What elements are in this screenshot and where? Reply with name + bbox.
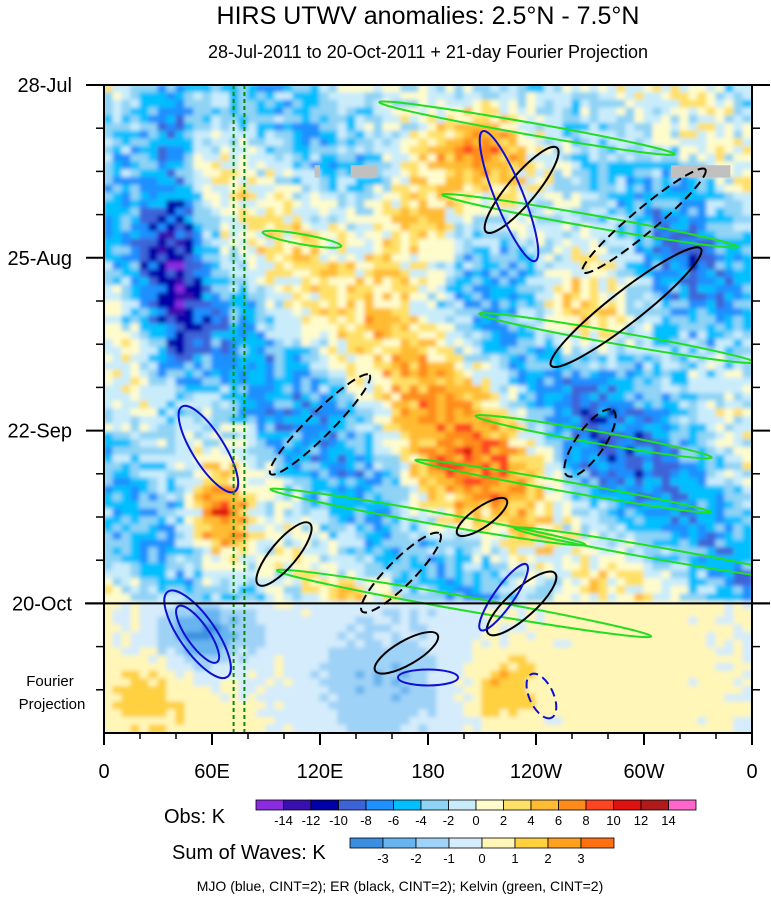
waves-colorbar: -3 -2 -1 0 1 2 3 bbox=[349, 837, 615, 866]
colorbar-level-label: 6 bbox=[555, 813, 562, 828]
caption: MJO (blue, CINT=2); ER (black, CINT=2); … bbox=[197, 878, 604, 894]
colorbar-level-label: 3 bbox=[577, 851, 584, 866]
er-contour bbox=[255, 521, 313, 587]
x-tick-label: 180 bbox=[411, 761, 444, 783]
colorbar-swatch bbox=[558, 799, 587, 811]
colorbar-swatch bbox=[530, 799, 559, 811]
er-contour bbox=[455, 496, 509, 538]
colorbar-swatch bbox=[393, 799, 422, 811]
missing-data-patch bbox=[314, 165, 320, 178]
x-tick-label: 0 bbox=[98, 761, 109, 783]
mjo-contour bbox=[163, 589, 232, 680]
x-tick-label: 60W bbox=[623, 761, 664, 783]
y-tick-label: 20-Oct bbox=[12, 593, 72, 615]
colorbar-level-label: -12 bbox=[302, 813, 321, 828]
colorbar-level-label: 1 bbox=[511, 851, 518, 866]
er-contour bbox=[549, 246, 703, 369]
colorbar-swatch bbox=[448, 799, 477, 811]
x-tick-label: 60E bbox=[194, 761, 230, 783]
kelvin-contour bbox=[474, 414, 713, 460]
colorbar-swatch bbox=[580, 837, 615, 849]
kelvin-contour bbox=[269, 487, 587, 547]
x-tick-label: 120E bbox=[297, 761, 344, 783]
colorbar-level-label: -3 bbox=[377, 851, 389, 866]
wave-contours bbox=[163, 100, 752, 720]
kelvin-contour bbox=[275, 568, 653, 639]
colorbar-swatch bbox=[640, 799, 669, 811]
missing-data-patch bbox=[350, 165, 378, 178]
colorbar-swatch bbox=[420, 799, 449, 811]
mjo-contour bbox=[175, 604, 221, 664]
colorbar-level-label: 0 bbox=[478, 851, 485, 866]
kelvin-contour bbox=[414, 458, 712, 514]
kelvin-contour bbox=[378, 100, 676, 156]
projection-label-line2: Projection bbox=[19, 696, 86, 713]
plot-area bbox=[104, 85, 752, 733]
mjo-contour bbox=[525, 672, 558, 720]
mjo-contour bbox=[177, 404, 240, 494]
colorbar-swatch bbox=[382, 837, 417, 849]
colorbar-swatch bbox=[415, 837, 450, 849]
er-contour bbox=[373, 630, 440, 675]
colorbar-swatch bbox=[585, 799, 614, 811]
colorbar-level-label: -8 bbox=[360, 813, 372, 828]
x-axis: 0 60E 120E 180 120W 60W 0 bbox=[98, 84, 758, 783]
mjo-contour bbox=[397, 668, 459, 687]
colorbar-level-label: 2 bbox=[500, 813, 507, 828]
colorbar-swatch bbox=[547, 837, 582, 849]
y-tick-label: 25-Aug bbox=[8, 248, 73, 270]
missing-data-patch bbox=[671, 165, 731, 178]
colorbar-level-label: 14 bbox=[661, 813, 675, 828]
colorbar-level-label: 12 bbox=[634, 813, 648, 828]
colorbar-level-label: 8 bbox=[582, 813, 589, 828]
er-contour bbox=[268, 373, 372, 476]
colorbar-level-label: -1 bbox=[443, 851, 455, 866]
x-tick-label: 0 bbox=[746, 761, 757, 783]
colorbar-level-label: -10 bbox=[329, 813, 348, 828]
colorbar-level-label: 4 bbox=[527, 813, 534, 828]
colorbar-level-label: -2 bbox=[443, 813, 455, 828]
obs-colorbar-label: Obs: K bbox=[164, 806, 226, 828]
projection-label-line1: Fourier bbox=[26, 673, 74, 690]
colorbar-swatch bbox=[503, 799, 532, 811]
obs-colorbar: -14 -12 -10 -8 -6 -4 -2 0 2 4 6 8 10 12 14 bbox=[255, 799, 697, 828]
waves-colorbar-label: Sum of Waves: K bbox=[172, 842, 326, 864]
colorbar-swatch bbox=[475, 799, 504, 811]
chart-subtitle: 28-Jul-2011 to 20-Oct-2011 + 21-day Four… bbox=[208, 42, 648, 62]
y-tick-label: 22-Sep bbox=[8, 421, 73, 443]
colorbar-swatch bbox=[613, 799, 642, 811]
er-contour bbox=[581, 167, 707, 275]
colorbar-level-label: -4 bbox=[415, 813, 427, 828]
colorbar-swatch bbox=[668, 799, 697, 811]
colorbar-level-label: 10 bbox=[606, 813, 620, 828]
colorbar-swatch bbox=[283, 799, 312, 811]
reference-lines bbox=[232, 85, 246, 733]
colorbar-level-label: -14 bbox=[274, 813, 293, 828]
kelvin-contour bbox=[261, 229, 343, 249]
er-contour bbox=[563, 408, 617, 478]
kelvin-contour bbox=[441, 193, 739, 249]
colorbar-level-label: 0 bbox=[472, 813, 479, 828]
mjo-contour bbox=[478, 129, 540, 263]
er-contour bbox=[485, 570, 558, 637]
er-contour bbox=[360, 531, 442, 614]
colorbar-swatch bbox=[310, 799, 339, 811]
anomaly-field bbox=[104, 85, 752, 733]
colorbar-swatch bbox=[481, 837, 516, 849]
colorbar-swatch bbox=[448, 837, 483, 849]
chart-title: HIRS UTWV anomalies: 2.5°N - 7.5°N bbox=[217, 2, 640, 30]
colorbar-swatch bbox=[365, 799, 394, 811]
colorbar-swatch bbox=[338, 799, 367, 811]
colorbar-swatch bbox=[349, 837, 384, 849]
colorbar-level-label: -6 bbox=[388, 813, 400, 828]
er-contour bbox=[483, 145, 560, 234]
y-axis: 28-Jul 25-Aug 22-Sep 20-Oct bbox=[8, 75, 770, 691]
colorbar-swatch bbox=[255, 799, 284, 811]
x-tick-label: 120W bbox=[510, 761, 562, 783]
colorbar-level-label: -2 bbox=[410, 851, 422, 866]
colorbar-swatch bbox=[514, 837, 549, 849]
y-tick-label: 28-Jul bbox=[18, 75, 72, 97]
colorbar-level-label: 2 bbox=[544, 851, 551, 866]
